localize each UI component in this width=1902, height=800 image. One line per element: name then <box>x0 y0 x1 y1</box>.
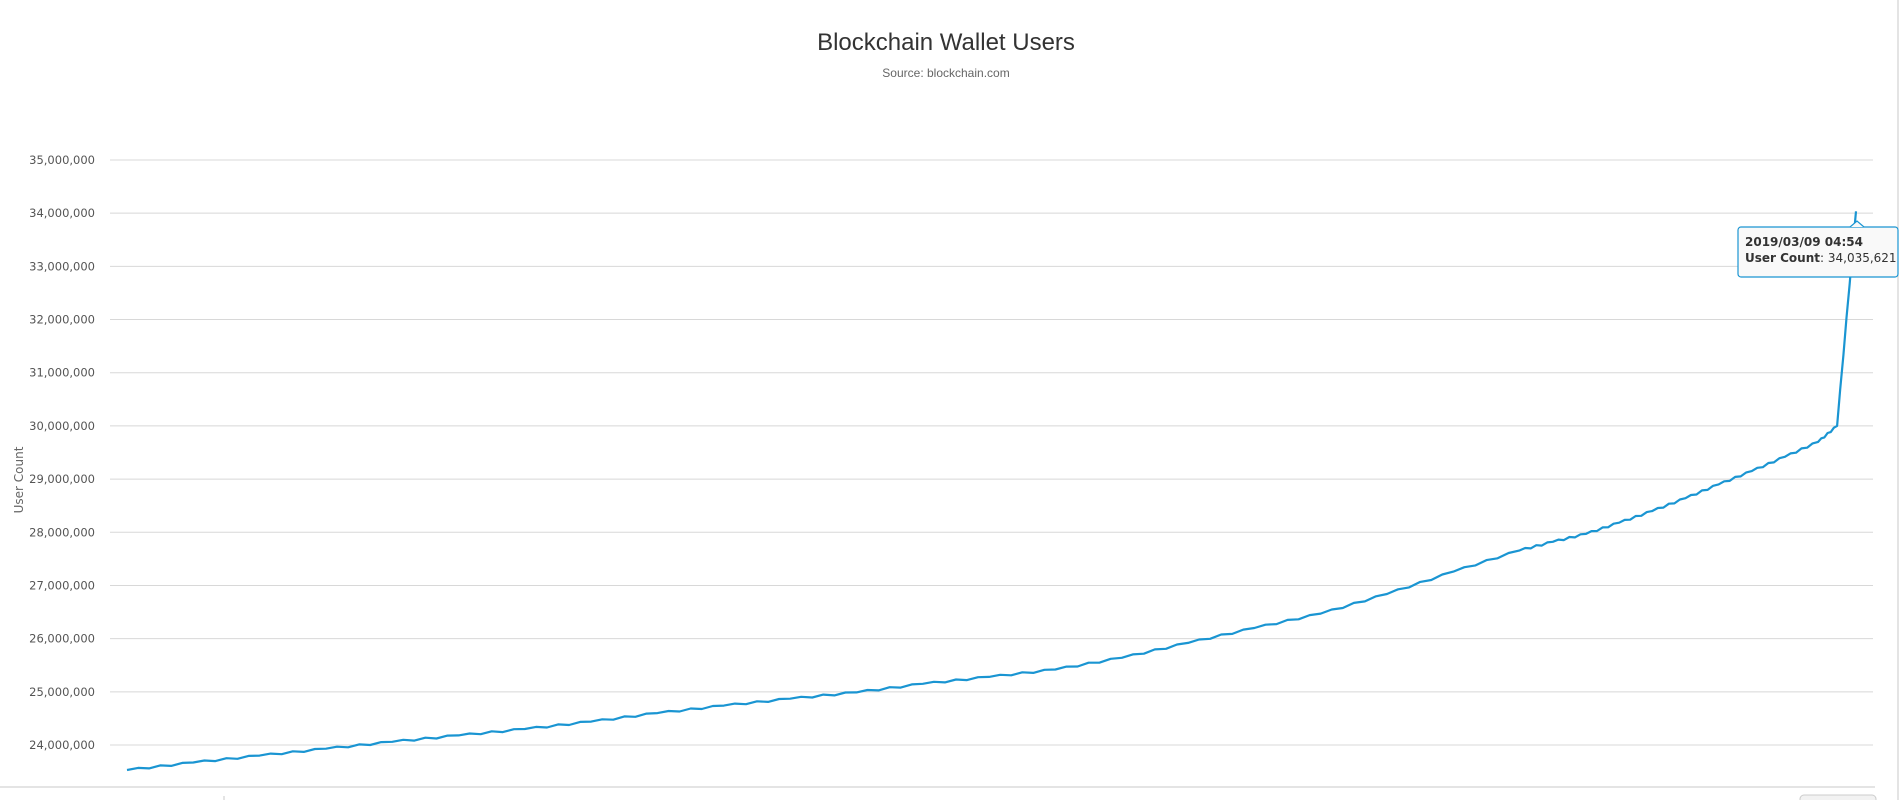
y-axis-ticks: 24,000,000 25,000,000 26,000,000 27,000,000… <box>29 153 95 752</box>
gridlines <box>110 159 1873 746</box>
series-line-user-count[interactable] <box>126 211 1858 772</box>
chart-subtitle: Source: blockchain.com <box>882 66 1009 80</box>
y-tick-label: 33,000,000 <box>29 259 95 273</box>
tooltip-value: 34,035,621 <box>1828 251 1897 265</box>
y-tick-label: 27,000,000 <box>29 578 95 592</box>
y-tick-label: 34,000,000 <box>29 206 95 220</box>
chart-title: Blockchain Wallet Users <box>817 29 1075 56</box>
y-tick-label: 30,000,000 <box>29 419 95 433</box>
navigator-handle-right[interactable] <box>1799 794 1877 800</box>
tooltip-box <box>1737 226 1899 278</box>
tooltip-series-label: User Count <box>1745 251 1820 265</box>
y-axis-title: User Count <box>12 446 26 513</box>
tooltip: 2019/03/09 04:54 User Count: 34,035,621 <box>1737 220 1899 278</box>
y-tick-label: 32,000,000 <box>29 313 95 327</box>
tooltip-pointer <box>1849 220 1865 228</box>
y-tick-label: 31,000,000 <box>29 366 95 380</box>
y-tick-label: 29,000,000 <box>29 472 95 486</box>
y-tick-label: 26,000,000 <box>29 632 95 646</box>
tooltip-row: User Count: 34,035,621 <box>1745 251 1897 265</box>
y-tick-label: 24,000,000 <box>29 738 95 752</box>
y-tick-label: 25,000,000 <box>29 685 95 699</box>
tooltip-date: 2019/03/09 04:54 <box>1745 235 1863 249</box>
y-tick-label: 28,000,000 <box>29 525 95 539</box>
y-tick-label: 35,000,000 <box>29 153 95 167</box>
